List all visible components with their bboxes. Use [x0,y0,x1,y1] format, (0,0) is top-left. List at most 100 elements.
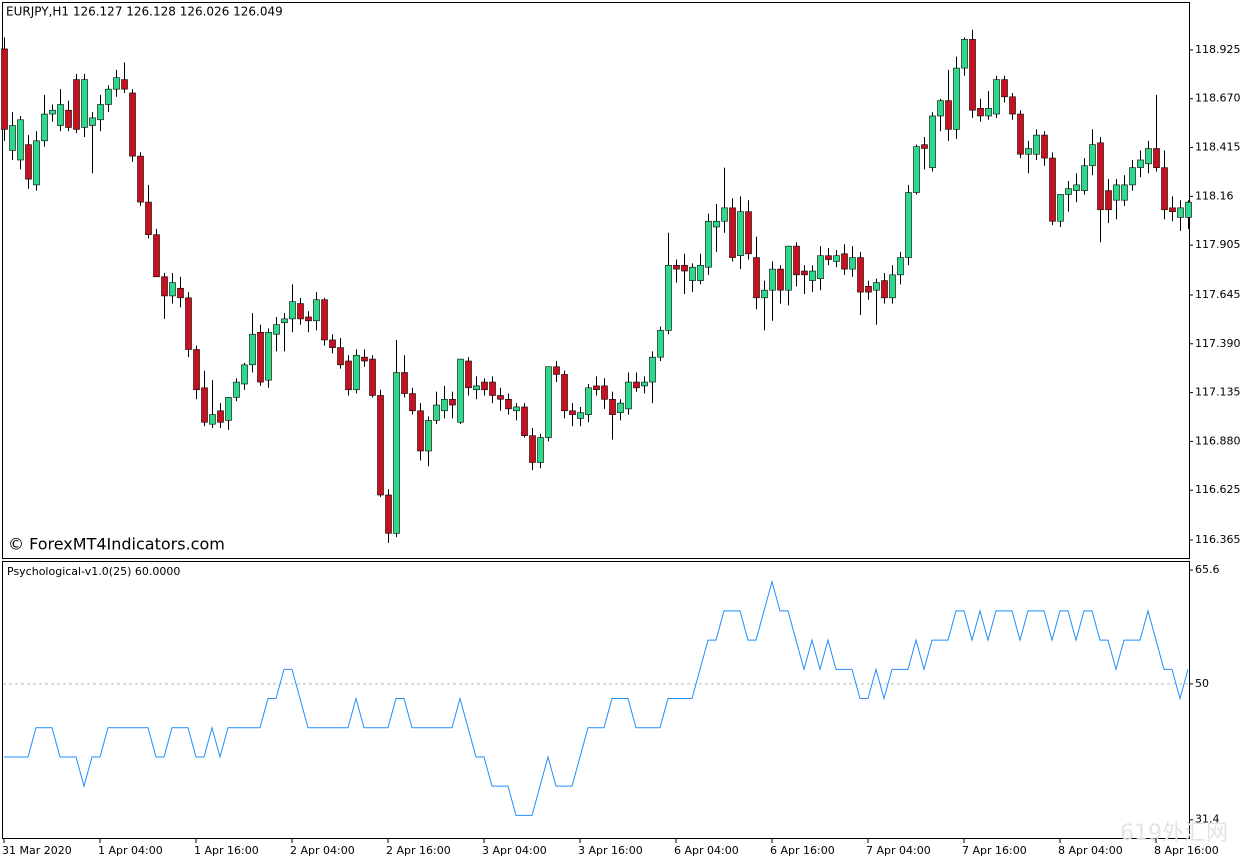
candle-body [681,264,688,272]
candle-body [41,113,48,142]
candle-body [561,374,568,412]
candle-body [1,48,8,130]
candle-body [609,398,616,415]
candle-body [81,79,88,128]
candle-body [385,494,392,534]
candle-body [745,211,752,255]
candle-body [441,398,448,412]
candle-body [921,144,928,149]
candle-body [113,77,120,90]
candle-body [217,410,224,423]
candle-body [737,211,744,257]
y-tick-label: 116.880 [1195,434,1241,447]
candle-body [625,381,632,410]
candle-body [817,255,824,279]
candle-body [857,257,864,293]
candle-body [481,381,488,391]
candle-body [1057,194,1064,222]
candle-body [1129,167,1136,186]
candle-body [777,268,784,291]
candle-body [449,398,456,406]
x-tick-label: 6 Apr 04:00 [674,844,739,857]
candle-body [1033,134,1040,155]
x-tick-label: 31 Mar 2020 [2,844,72,857]
candle-body [393,372,400,534]
candle-body [1161,167,1168,211]
candle-body [185,297,192,350]
candle-body [785,245,792,291]
candle-body [193,349,200,391]
candle-body [417,410,424,452]
candle-body [473,385,480,391]
candle-body [353,354,360,391]
candle-body [209,414,216,425]
x-tick-label: 8 Apr 16:00 [1154,844,1219,857]
candle-body [729,207,736,258]
candle-body [233,381,240,398]
y-tick-label: 117.905 [1195,238,1241,251]
y-tick-label: 117.645 [1195,288,1241,301]
candle-body [969,39,976,111]
y-tick-label: 117.135 [1195,386,1241,399]
candle-body [1001,79,1008,98]
candle-body [985,107,992,117]
candle-body [937,100,944,117]
candle-body [905,192,912,258]
x-tick-label: 1 Apr 04:00 [98,844,163,857]
candle-body [17,119,24,161]
candle-body [1089,144,1096,167]
y-tick-label: 50 [1195,677,1209,690]
candle-body [601,385,608,400]
candle-body [281,318,288,324]
candle-body [401,372,408,394]
candle-body [1145,148,1152,165]
candle-body [289,301,296,320]
candle-body [1169,207,1176,212]
candle-body [721,207,728,222]
candle-body [9,125,16,151]
candle-body [641,381,648,387]
candle-body [169,282,176,297]
candle-body [833,255,840,262]
candle-body [425,420,432,452]
candle-body [73,79,80,130]
x-tick-label: 3 Apr 16:00 [578,844,643,857]
site-watermark: 619外汇网 [1120,821,1228,846]
candle-body [801,270,808,276]
candle-body [961,39,968,69]
candle-body [1017,113,1024,155]
candle-body [1073,184,1080,191]
candle-body [665,264,672,331]
candle-body [97,104,104,121]
candle-body [1097,142,1104,211]
candle-body [697,264,704,281]
candle-body [929,115,936,168]
candle-body [49,109,56,115]
candle-body [377,395,384,496]
y-tick-label: 116.365 [1195,533,1241,546]
candle-body [433,404,440,421]
candle-body [657,330,664,358]
chart-title: EURJPY,H1 126.127 126.128 126.026 126.04… [6,5,283,19]
candle-body [329,339,336,348]
candle-body [977,107,984,117]
watermark-text: © ForexMT4Indicators.com [8,535,225,554]
candle-body [569,410,576,415]
candle-body [137,155,144,203]
y-tick-label: 116.625 [1195,483,1241,496]
candle-body [273,324,280,335]
candle-body [897,257,904,276]
candle-body [577,412,584,419]
candle-body [1049,157,1056,222]
candle-body [673,264,680,270]
candle-body [689,266,696,281]
candle-body [849,257,856,270]
candle-body [1105,190,1112,211]
candle-body [161,276,168,297]
candle-body [521,406,528,436]
candle-body [409,393,416,412]
candle-body [633,381,640,389]
candle-body [345,360,352,391]
candle-body [1025,148,1032,155]
